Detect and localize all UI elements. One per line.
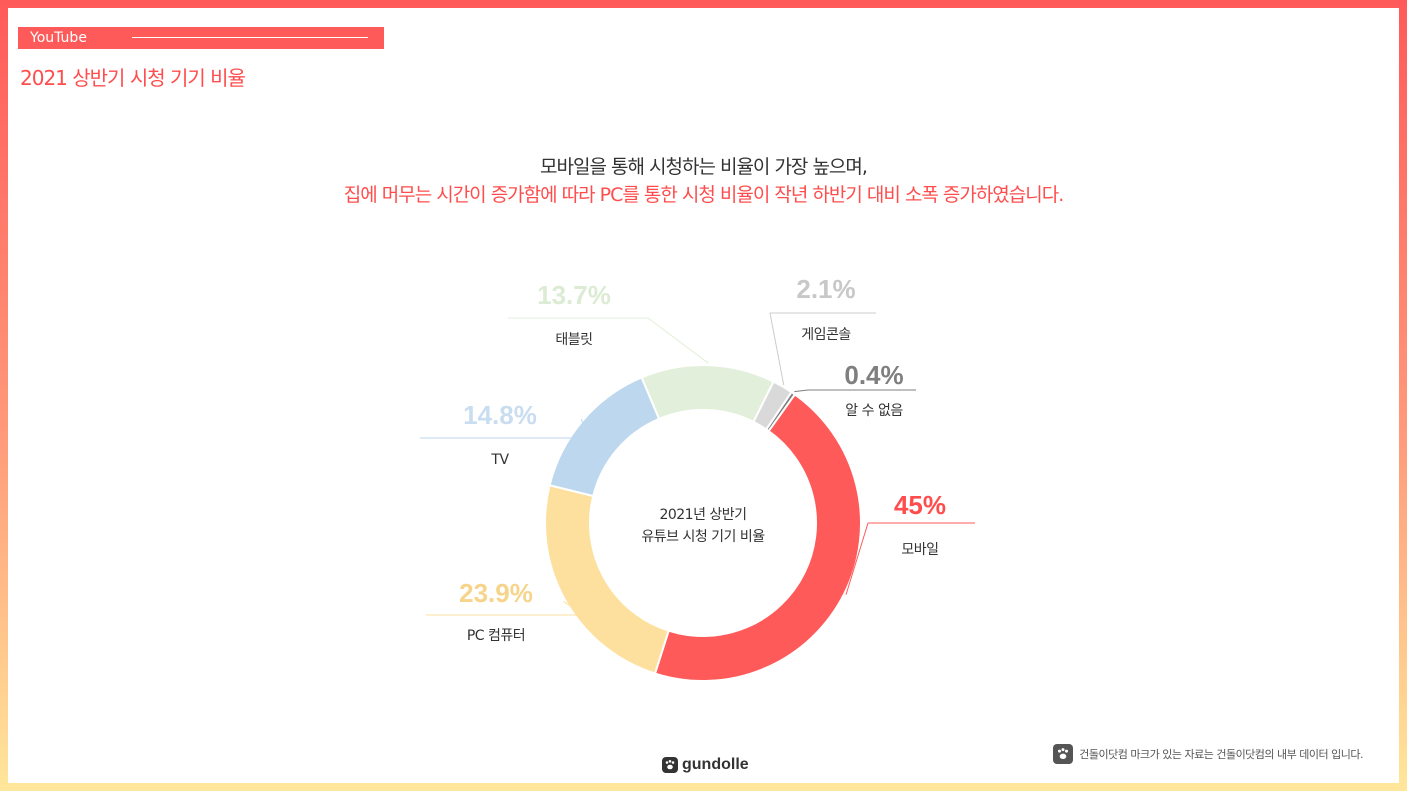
leader-connector-3 xyxy=(647,317,709,364)
paw-icon xyxy=(662,757,678,773)
donut-chart: 45% 모바일 23.9% PC 컴퓨터 14.8% TV 13.7% 태블릿 2.1% 게임콘솔… xyxy=(420,274,975,682)
headline-line-2: 집에 머무는 시간이 증가함에 따라 PC를 통한 시청 비율이 작년 하반기 … xyxy=(343,184,1065,206)
leader-connector-4 xyxy=(769,312,785,385)
donut-center-label: 2021년 상반기 xyxy=(659,507,746,523)
slice-category-label: 알 수 없음 xyxy=(845,403,903,419)
donut-center-label: 유튜브 시청 기기 비율 xyxy=(641,529,765,545)
donut-slice-3 xyxy=(640,364,775,424)
leader-connector-5 xyxy=(794,389,809,393)
category-tag: YouTube xyxy=(18,27,384,49)
leader-connector-1 xyxy=(563,600,584,616)
donut-slice-2 xyxy=(548,376,661,498)
category-tag-label: YouTube xyxy=(30,30,87,46)
footnote: 건돌이닷컴 마크가 있는 자료는 건돌이닷컴의 내부 데이터 입니다. xyxy=(1053,744,1363,764)
slice-category-label: 태블릿 xyxy=(555,332,592,348)
tag-divider xyxy=(132,37,368,38)
paw-icon xyxy=(1053,744,1074,764)
slice-category-label: PC 컴퓨터 xyxy=(467,628,525,644)
slice-value-label: 13.7% xyxy=(537,280,611,310)
slice-value-label: 0.4% xyxy=(844,360,903,390)
slice-category-label: 게임콘솔 xyxy=(801,327,851,343)
leader-connector-0 xyxy=(845,522,869,595)
donut-slice-1 xyxy=(544,484,670,675)
donut-slice-5 xyxy=(764,390,797,433)
slide-frame: YouTube 2021 상반기 시청 기기 비율 모바일을 통해 시청하는 비… xyxy=(8,8,1399,783)
footnote-text: 건돌이닷컴 마크가 있는 자료는 건돌이닷컴의 내부 데이터 입니다. xyxy=(1079,748,1363,761)
slice-value-label: 45% xyxy=(894,490,946,520)
headline-line-1: 모바일을 통해 시청하는 비율이 가장 높으며, xyxy=(540,156,868,178)
slice-value-label: 14.8% xyxy=(463,400,537,430)
donut-slice-0 xyxy=(653,393,862,682)
brand-logo-text: gundolle xyxy=(682,756,749,773)
slice-category-label: TV xyxy=(490,452,509,468)
slice-value-label: 23.9% xyxy=(459,578,533,608)
brand-logo: gundolle xyxy=(662,755,749,775)
leader-connector-2 xyxy=(580,418,589,439)
slice-category-label: 모바일 xyxy=(901,542,938,558)
slice-value-label: 2.1% xyxy=(796,274,855,304)
page-title: 2021 상반기 시청 기기 비율 xyxy=(20,66,246,90)
